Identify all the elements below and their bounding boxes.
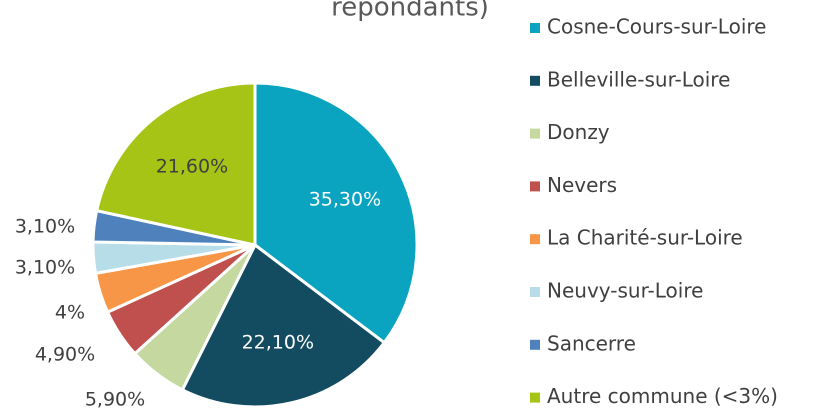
data-label: 3,10% [15,257,75,279]
legend-swatch [530,128,540,139]
data-label: 5,90% [85,389,145,411]
legend-label: Nevers [547,173,617,197]
legend-label: Belleville-sur-Loire [547,67,730,91]
legend-label: Donzy [547,120,610,144]
legend-swatch [530,287,540,297]
data-label: 22,10% [242,331,314,353]
data-label: 4,90% [35,344,95,366]
legend-swatch [530,181,540,192]
chart-title: répondants) [331,0,489,23]
legend-swatch [530,75,540,86]
data-label: 35,30% [309,189,381,211]
data-label: 3,10% [15,216,75,238]
data-label: 21,60% [156,155,228,177]
legend-label: Neuvy-sur-Loire [547,279,703,303]
legend-swatch [530,234,540,245]
legend-label: Cosne-Cours-sur-Loire [547,15,766,39]
legend-label: La Charité-sur-Loire [547,226,743,250]
legend-swatch [530,23,540,33]
pie-slice [94,81,257,247]
legend-label: Autre commune (<3%) [547,384,778,408]
data-label: 4% [55,302,85,324]
legend-label: Sancerre [547,331,636,355]
legend-swatch [530,339,540,350]
legend-swatch [530,392,540,403]
pie-slice [180,242,387,409]
pie-slice [253,81,419,345]
